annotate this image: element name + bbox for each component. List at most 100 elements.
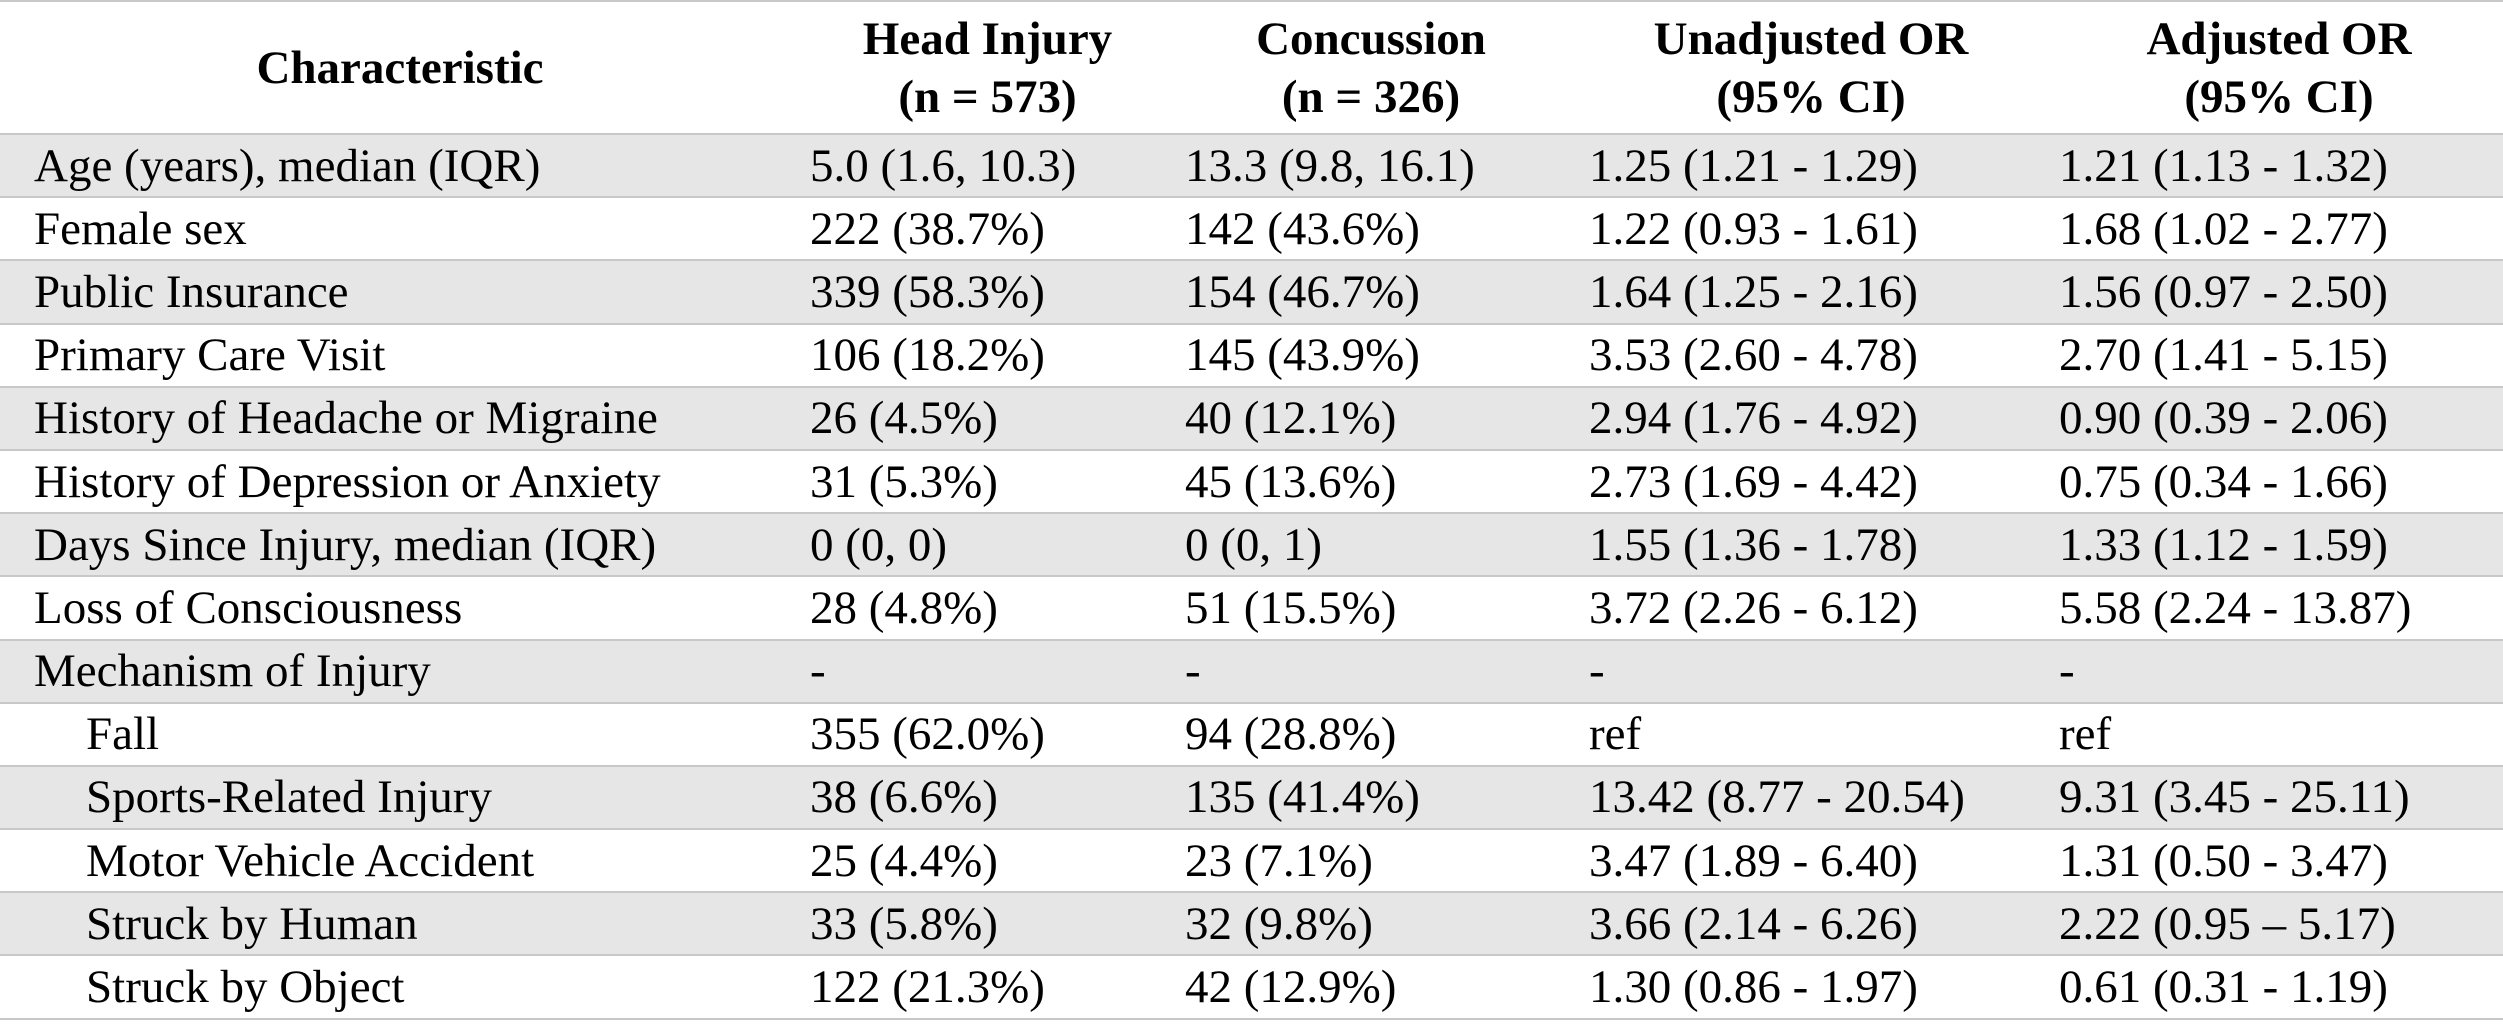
table-row: Sports-Related Injury 38 (6.6%) 135 (41.… — [0, 764, 2503, 830]
cell-characteristic: Female sex — [0, 196, 800, 261]
cell-unadjusted-or: 2.73 (1.69 - 4.42) — [1567, 448, 2055, 514]
table-row: History of Headache or Migraine 26 (4.5%… — [0, 385, 2503, 450]
header-concussion: Concussion (n = 326) — [1175, 0, 1567, 134]
cell-characteristic: Sports-Related Injury — [0, 764, 800, 830]
header-head-injury: Head Injury (n = 573) — [800, 0, 1175, 134]
header-row: Characteristic Head Injury (n = 573) Con… — [0, 0, 2503, 134]
cell-unadjusted-or: ref — [1567, 701, 2055, 766]
cell-concussion: 13.3 (9.8, 16.1) — [1175, 132, 1567, 198]
cell-concussion: - — [1175, 638, 1567, 703]
table-row: History of Depression or Anxiety 31 (5.3… — [0, 448, 2503, 514]
cell-head-injury: - — [800, 638, 1175, 703]
cell-adjusted-or: 1.31 (0.50 - 3.47) — [2055, 828, 2503, 893]
cell-concussion: 51 (15.5%) — [1175, 575, 1567, 640]
cell-characteristic: Public Insurance — [0, 259, 800, 324]
cell-unadjusted-or: 1.25 (1.21 - 1.29) — [1567, 132, 2055, 198]
cell-unadjusted-or: 1.22 (0.93 - 1.61) — [1567, 196, 2055, 261]
cell-head-injury: 33 (5.8%) — [800, 891, 1175, 956]
cell-head-injury: 28 (4.8%) — [800, 575, 1175, 640]
cell-adjusted-or: 1.21 (1.13 - 1.32) — [2055, 132, 2503, 198]
cell-unadjusted-or: 13.42 (8.77 - 20.54) — [1567, 764, 2055, 830]
table-row: Fall 355 (62.0%) 94 (28.8%) ref ref — [0, 701, 2503, 766]
cell-characteristic: History of Depression or Anxiety — [0, 448, 800, 514]
cell-characteristic: Struck by Human — [0, 891, 800, 956]
cell-adjusted-or: 1.56 (0.97 - 2.50) — [2055, 259, 2503, 324]
header-line: (n = 326) — [1281, 70, 1461, 123]
cell-adjusted-or: 1.33 (1.12 - 1.59) — [2055, 512, 2503, 577]
table-body: Age (years), median (IQR) 5.0 (1.6, 10.3… — [0, 132, 2503, 1020]
table-row: Motor Vehicle Accident 25 (4.4%) 23 (7.1… — [0, 828, 2503, 893]
header-unadjusted-or: Unadjusted OR (95% CI) — [1567, 0, 2055, 134]
table-row: Loss of Consciousness 28 (4.8%) 51 (15.5… — [0, 575, 2503, 640]
header-line: (n = 573) — [898, 70, 1077, 123]
cell-concussion: 32 (9.8%) — [1175, 891, 1567, 956]
cell-concussion: 23 (7.1%) — [1175, 828, 1567, 893]
cell-unadjusted-or: 3.66 (2.14 - 6.26) — [1567, 891, 2055, 956]
cell-unadjusted-or: 2.94 (1.76 - 4.92) — [1567, 385, 2055, 450]
cell-head-injury: 106 (18.2%) — [800, 322, 1175, 387]
cell-adjusted-or: ref — [2055, 701, 2503, 766]
header-line: Characteristic — [256, 41, 544, 94]
cell-head-injury: 26 (4.5%) — [800, 385, 1175, 450]
cell-unadjusted-or: 1.30 (0.86 - 1.97) — [1567, 954, 2055, 1020]
cell-unadjusted-or: 3.47 (1.89 - 6.40) — [1567, 828, 2055, 893]
cell-characteristic: Fall — [0, 701, 800, 766]
cell-characteristic: Primary Care Visit — [0, 322, 800, 387]
table-row: Primary Care Visit 106 (18.2%) 145 (43.9… — [0, 322, 2503, 387]
table-row: Age (years), median (IQR) 5.0 (1.6, 10.3… — [0, 132, 2503, 198]
table-row: Days Since Injury, median (IQR) 0 (0, 0)… — [0, 512, 2503, 577]
header-line: (95% CI) — [1716, 70, 1906, 123]
cell-characteristic: Days Since Injury, median (IQR) — [0, 512, 800, 577]
cell-head-injury: 339 (58.3%) — [800, 259, 1175, 324]
cell-adjusted-or: 5.58 (2.24 - 13.87) — [2055, 575, 2503, 640]
cell-concussion: 142 (43.6%) — [1175, 196, 1567, 261]
cell-unadjusted-or: 3.53 (2.60 - 4.78) — [1567, 322, 2055, 387]
cell-adjusted-or: 2.22 (0.95 – 5.17) — [2055, 891, 2503, 956]
cell-unadjusted-or: - — [1567, 638, 2055, 703]
cell-unadjusted-or: 1.55 (1.36 - 1.78) — [1567, 512, 2055, 577]
cell-characteristic: History of Headache or Migraine — [0, 385, 800, 450]
cell-head-injury: 38 (6.6%) — [800, 764, 1175, 830]
table-row: Mechanism of Injury - - - - — [0, 638, 2503, 703]
cell-concussion: 94 (28.8%) — [1175, 701, 1567, 766]
cell-concussion: 42 (12.9%) — [1175, 954, 1567, 1020]
header-line: Head Injury — [862, 12, 1113, 65]
cell-concussion: 145 (43.9%) — [1175, 322, 1567, 387]
cell-adjusted-or: 9.31 (3.45 - 25.11) — [2055, 764, 2503, 830]
cell-concussion: 45 (13.6%) — [1175, 448, 1567, 514]
table-row: Struck by Human 33 (5.8%) 32 (9.8%) 3.66… — [0, 891, 2503, 956]
cell-concussion: 40 (12.1%) — [1175, 385, 1567, 450]
cell-head-injury: 122 (21.3%) — [800, 954, 1175, 1020]
table-header: Characteristic Head Injury (n = 573) Con… — [0, 0, 2503, 134]
table-row: Female sex 222 (38.7%) 142 (43.6%) 1.22 … — [0, 196, 2503, 261]
cell-characteristic: Age (years), median (IQR) — [0, 132, 800, 198]
cell-adjusted-or: - — [2055, 638, 2503, 703]
cell-characteristic: Loss of Consciousness — [0, 575, 800, 640]
cell-characteristic: Motor Vehicle Accident — [0, 828, 800, 893]
cell-concussion: 0 (0, 1) — [1175, 512, 1567, 577]
header-line: Concussion — [1256, 12, 1486, 65]
cell-unadjusted-or: 3.72 (2.26 - 6.12) — [1567, 575, 2055, 640]
header-line: Adjusted OR — [2146, 12, 2412, 65]
cell-characteristic: Mechanism of Injury — [0, 638, 800, 703]
cell-head-injury: 222 (38.7%) — [800, 196, 1175, 261]
header-line: Unadjusted OR — [1653, 12, 1969, 65]
header-line: (95% CI) — [2184, 70, 2374, 123]
header-characteristic: Characteristic — [0, 0, 800, 134]
cell-adjusted-or: 0.90 (0.39 - 2.06) — [2055, 385, 2503, 450]
cell-adjusted-or: 1.68 (1.02 - 2.77) — [2055, 196, 2503, 261]
cell-head-injury: 0 (0, 0) — [800, 512, 1175, 577]
cell-concussion: 135 (41.4%) — [1175, 764, 1567, 830]
cell-adjusted-or: 0.75 (0.34 - 1.66) — [2055, 448, 2503, 514]
table-row: Public Insurance 339 (58.3%) 154 (46.7%)… — [0, 259, 2503, 324]
cell-head-injury: 25 (4.4%) — [800, 828, 1175, 893]
table-row: Struck by Object 122 (21.3%) 42 (12.9%) … — [0, 954, 2503, 1020]
header-adjusted-or: Adjusted OR (95% CI) — [2055, 0, 2503, 134]
cell-unadjusted-or: 1.64 (1.25 - 2.16) — [1567, 259, 2055, 324]
cell-head-injury: 355 (62.0%) — [800, 701, 1175, 766]
cell-head-injury: 31 (5.3%) — [800, 448, 1175, 514]
cell-adjusted-or: 2.70 (1.41 - 5.15) — [2055, 322, 2503, 387]
cell-adjusted-or: 0.61 (0.31 - 1.19) — [2055, 954, 2503, 1020]
